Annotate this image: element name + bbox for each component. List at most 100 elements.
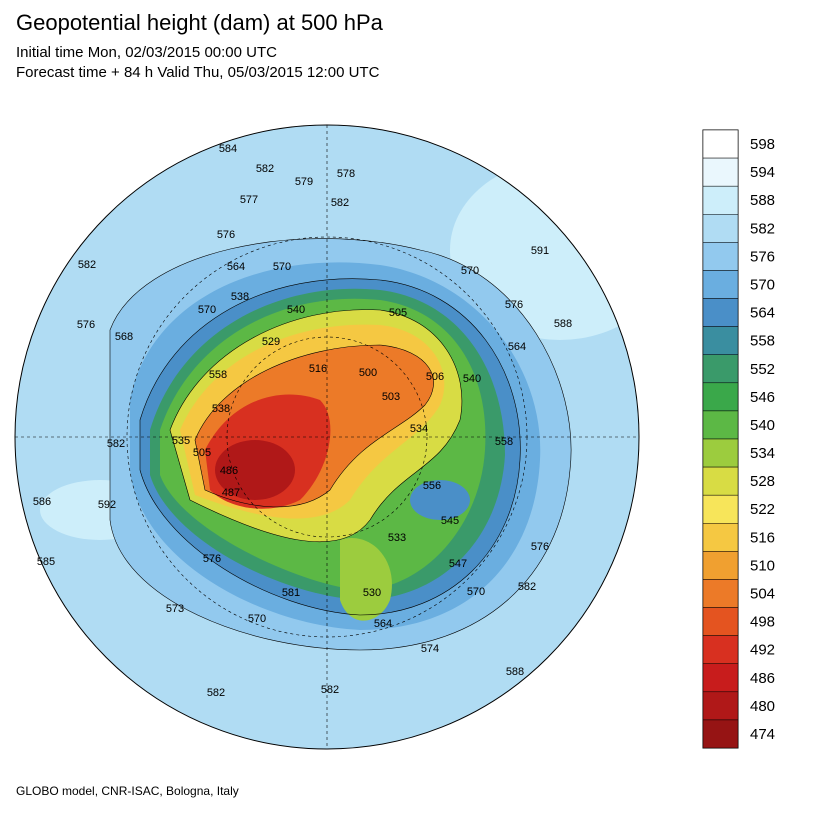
legend-swatch (702, 438, 739, 468)
contour-label: 582 (518, 581, 536, 593)
legend-label: 552 (750, 361, 775, 378)
contour-label: 556 (423, 480, 441, 492)
contour-label: 582 (107, 438, 125, 450)
contour-label: 576 (531, 541, 549, 553)
contour-label: 558 (495, 436, 513, 448)
contour-label: 576 (505, 299, 523, 311)
subtitle: Initial time Mon, 02/03/2015 00:00 UTC (16, 44, 277, 61)
legend-label: 540 (750, 417, 775, 434)
legend-swatch (702, 242, 739, 271)
legend-swatch (702, 551, 739, 580)
contour-label: 573 (166, 603, 184, 615)
legend-label: 594 (750, 164, 775, 181)
legend-swatch (702, 157, 739, 187)
contour-label: 584 (219, 143, 237, 155)
legend-swatch (702, 185, 739, 215)
contour-label: 582 (78, 259, 96, 271)
legend-label: 576 (750, 248, 775, 265)
contour-label: 503 (382, 391, 400, 403)
legend-swatch (702, 326, 739, 355)
legend-label: 528 (750, 473, 775, 490)
contour-label: 578 (337, 168, 355, 180)
contour-label: 570 (461, 265, 479, 277)
contour-label: 547 (449, 558, 467, 570)
contour-label: 568 (115, 331, 133, 343)
legend-label: 564 (750, 305, 775, 322)
contour-label: 588 (506, 666, 524, 678)
contour-label: 588 (554, 318, 572, 330)
contour-label: 535 (172, 435, 190, 447)
legend-label: 486 (750, 670, 775, 687)
contour-label: 533 (388, 532, 406, 544)
contour-label: 564 (227, 261, 245, 273)
contour-label: 506 (426, 371, 444, 383)
contour-label: 564 (374, 618, 392, 630)
contour-label: 574 (421, 643, 439, 655)
contour-label: 487 (222, 487, 240, 499)
contour-label: 582 (256, 163, 274, 175)
legend-label: 510 (750, 557, 775, 574)
contour-label: 582 (331, 197, 349, 209)
legend-label: 598 (750, 136, 775, 153)
contour-label: 564 (508, 341, 526, 353)
contour-label: 486 (220, 465, 238, 477)
contour-label: 591 (531, 245, 549, 257)
contour-label: 586 (33, 496, 51, 508)
legend-swatch (702, 354, 739, 384)
contours (15, 125, 639, 749)
legend-swatch (702, 663, 739, 693)
contour-label: 576 (217, 229, 235, 241)
contour-label: 529 (262, 336, 280, 348)
legend-label: 588 (750, 192, 775, 209)
contour-label: 582 (321, 684, 339, 696)
legend-label: 534 (750, 445, 775, 462)
contour-label: 538 (212, 403, 230, 415)
contour-label: 540 (287, 304, 305, 316)
legend-label: 546 (750, 389, 775, 406)
contour-label: 505 (193, 447, 211, 459)
legend-label: 474 (750, 726, 775, 743)
contour-label: 570 (248, 613, 266, 625)
legend-label: 570 (750, 277, 775, 294)
legend-swatch (702, 214, 739, 243)
contour-label: 576 (203, 553, 221, 565)
contour-label: 540 (463, 373, 481, 385)
legend-swatch (702, 382, 739, 412)
contour-label: 570 (273, 261, 291, 273)
legend-swatch (702, 607, 739, 636)
contour-label: 581 (282, 587, 300, 599)
legend-label: 558 (750, 333, 775, 350)
legend-label: 522 (750, 501, 775, 518)
contour-label: 558 (209, 369, 227, 381)
contour-label: 576 (77, 319, 95, 331)
legend-swatch (702, 298, 739, 327)
contour-label: 538 (231, 291, 249, 303)
legend-swatch (702, 719, 739, 749)
contour-label: 570 (467, 586, 485, 598)
contour-label: 516 (309, 363, 327, 375)
contour-label: 585 (37, 556, 55, 568)
legend-swatch (702, 523, 739, 552)
legend-swatch (702, 635, 739, 664)
contour-label: 592 (98, 499, 116, 511)
legend-swatch (702, 579, 739, 608)
legend-label: 504 (750, 586, 775, 603)
legend-swatch (702, 129, 739, 159)
footer: GLOBO model, CNR-ISAC, Bologna, Italy (16, 784, 239, 798)
contour-label: 582 (207, 687, 225, 699)
contour-label: 579 (295, 176, 313, 188)
legend-label: 480 (750, 698, 775, 715)
contour-label: 505 (389, 307, 407, 319)
subtitle: Forecast time + 84 h Valid Thu, 05/03/20… (16, 64, 380, 81)
legend-swatch (702, 410, 739, 440)
legend-label: 492 (750, 642, 775, 659)
contour-label: 500 (359, 367, 377, 379)
legend-label: 498 (750, 614, 775, 631)
title: Geopotential height (dam) at 500 hPa (16, 10, 383, 35)
legend-swatch (702, 691, 739, 721)
legend-swatch (702, 270, 739, 299)
legend-label: 516 (750, 529, 775, 546)
contour-label: 570 (198, 304, 216, 316)
